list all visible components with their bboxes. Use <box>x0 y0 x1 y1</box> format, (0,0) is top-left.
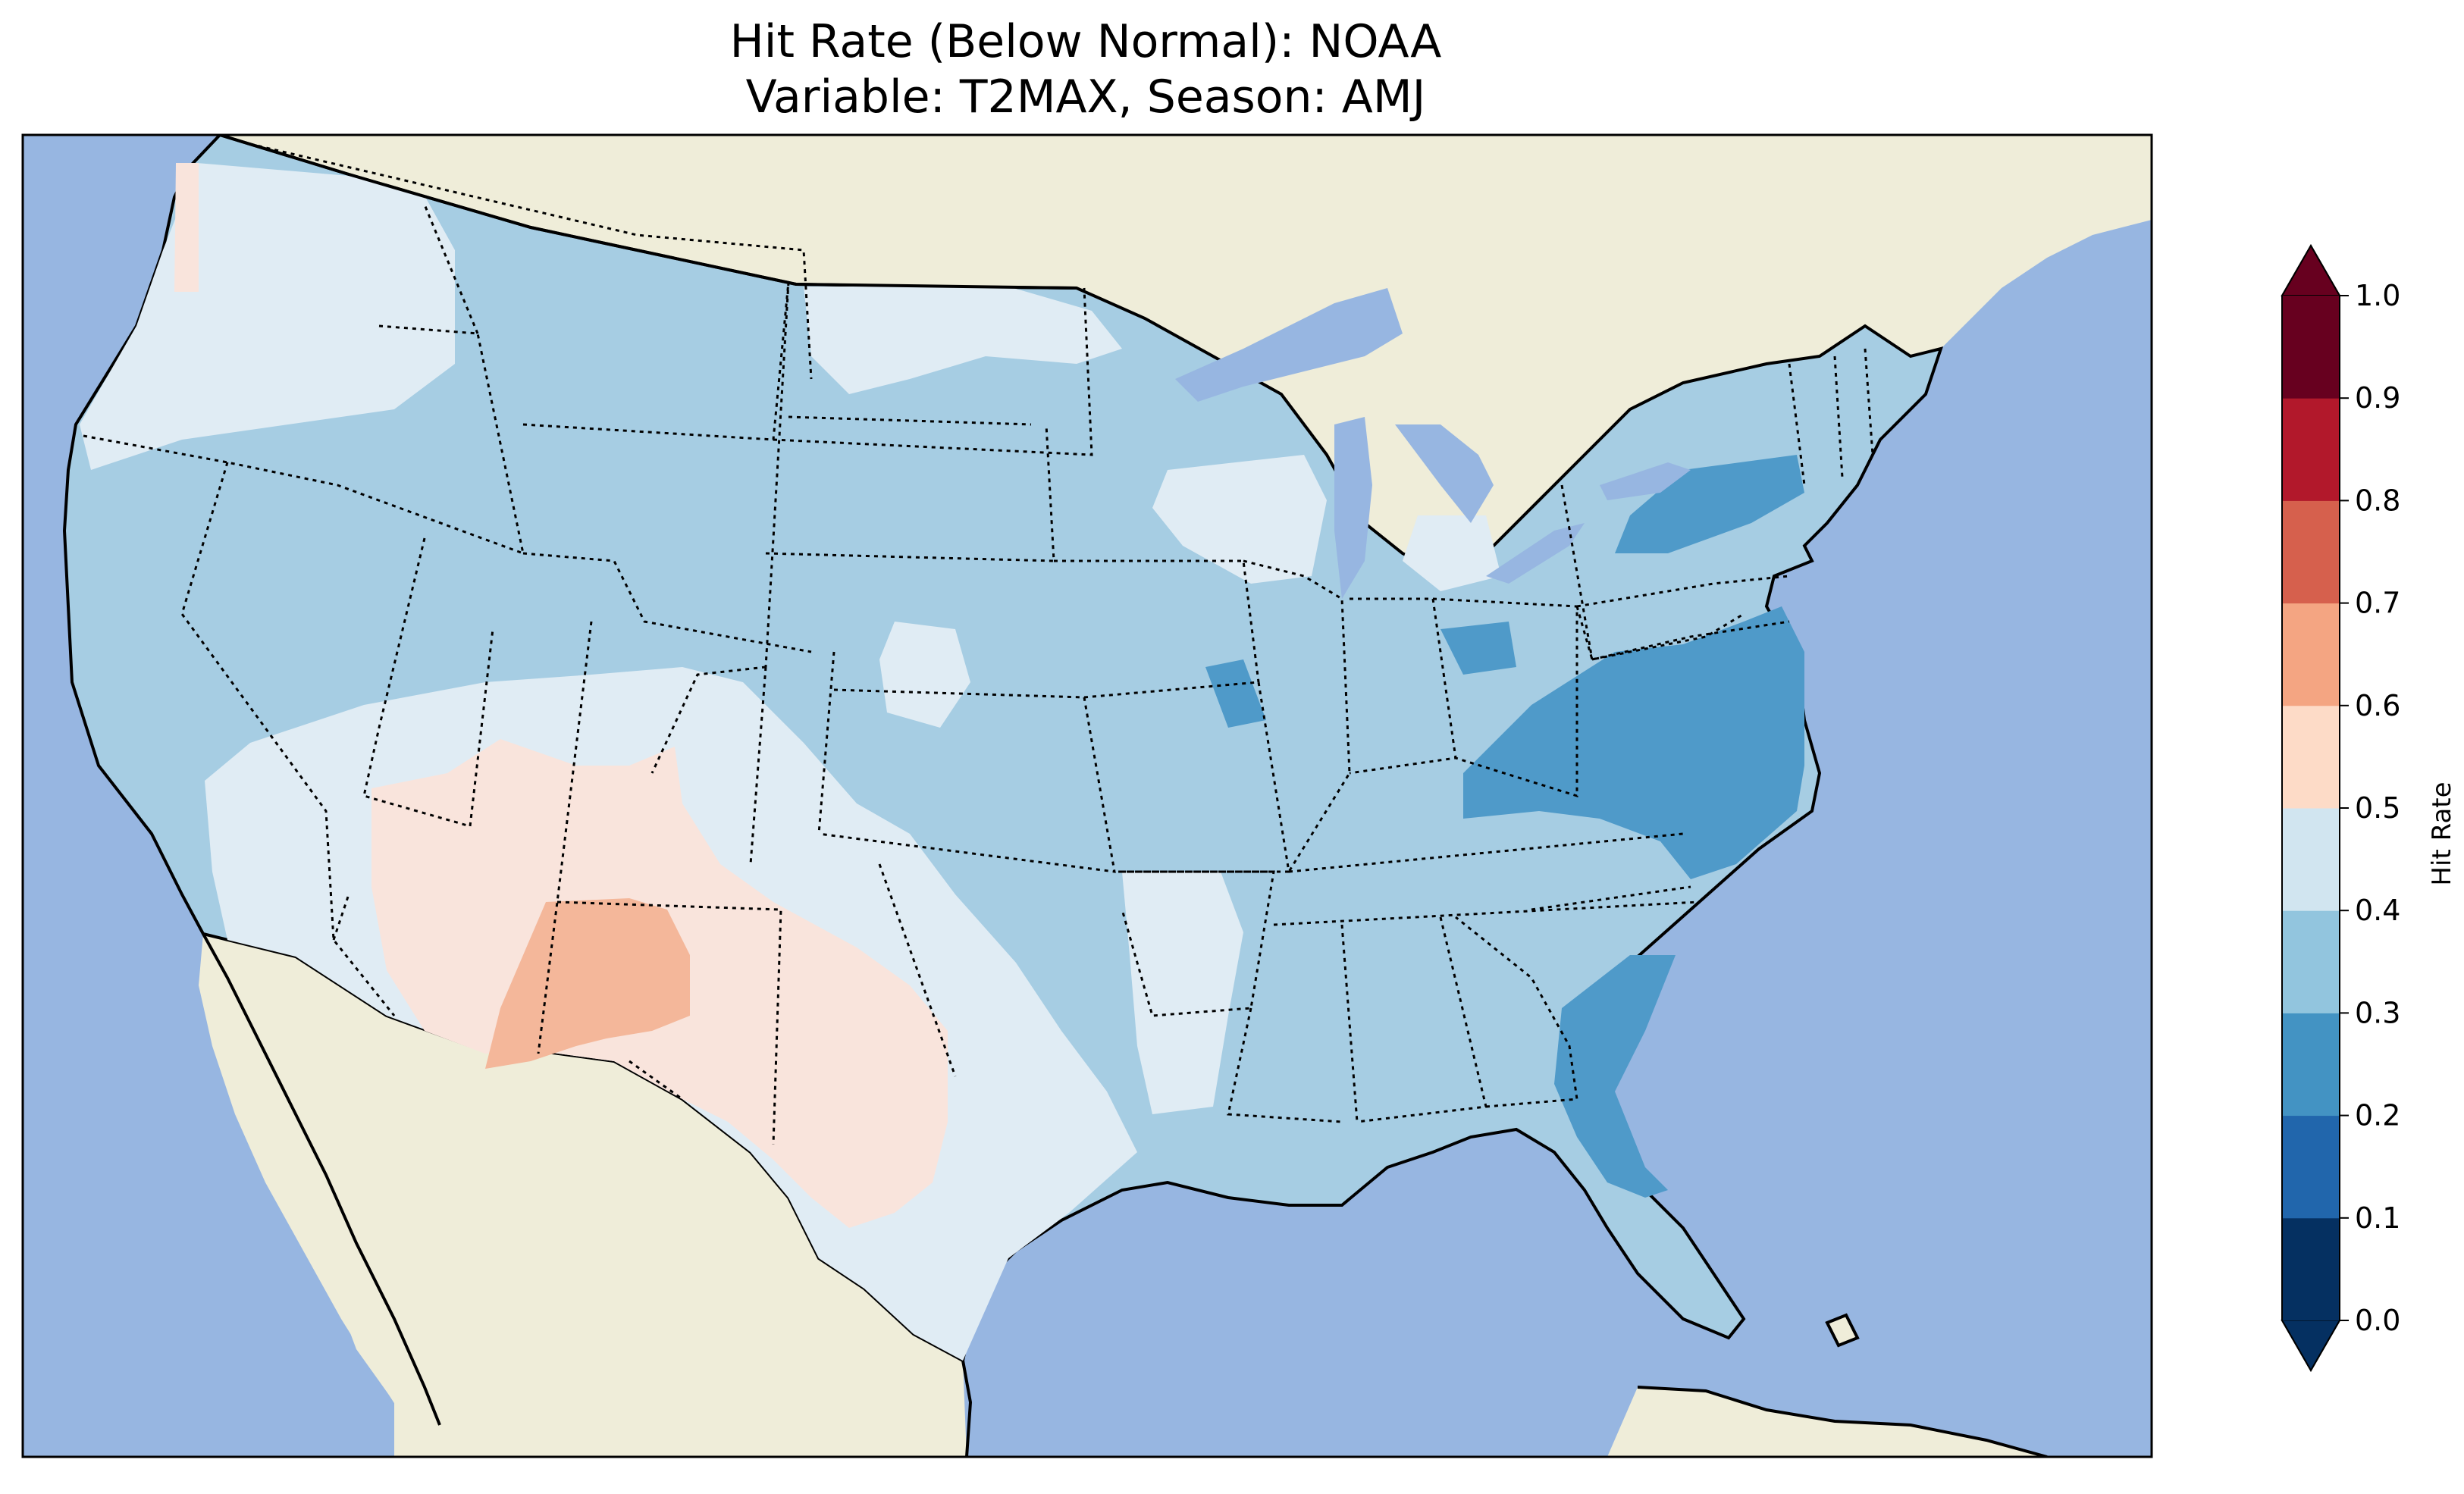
colorbar-segment <box>2282 500 2340 604</box>
colorbar-tick-label: 0.5 <box>2355 791 2400 825</box>
lake-erie <box>1486 523 1585 584</box>
canada-land <box>220 135 2152 576</box>
colorbar-tick-label: 1.0 <box>2355 279 2400 312</box>
colorbar-tick-label: 0.1 <box>2355 1201 2400 1235</box>
colorbar-tick-label: 0.6 <box>2355 689 2400 722</box>
class-0.2-0.3-ohio <box>1440 622 1516 675</box>
colorbar-tick-label: 0.2 <box>2355 1099 2400 1132</box>
class-0.4-0.5-wisconsin <box>1152 455 1327 584</box>
lake-huron <box>1395 424 1494 523</box>
class-0.4-0.5-north-plains <box>804 287 1122 394</box>
great-lakes <box>1175 288 1691 599</box>
class-0.5-0.6-washington <box>174 163 199 292</box>
lake-michigan <box>1334 417 1372 599</box>
colorbar-tick-label: 0.3 <box>2355 996 2400 1029</box>
colorbar-segment <box>2282 808 2340 911</box>
class-0.2-0.3-mid-atlantic <box>1463 606 1804 879</box>
class-0.2-0.3-missouri <box>1205 659 1266 728</box>
class-0.2-0.3-pennsylvania <box>1615 455 1804 553</box>
class-0.4-0.5-arkansas <box>1122 872 1243 1114</box>
colorbar-tick-label: 0.9 <box>2355 381 2400 415</box>
colorbar-segment <box>2282 910 2340 1013</box>
class-0.2-0.3-southeast <box>1554 955 1676 1198</box>
cuba-land <box>1607 1387 2047 1457</box>
colorbar-tick-label: 0.0 <box>2355 1304 2400 1337</box>
colorbar-segment <box>2282 1013 2340 1117</box>
coastlines <box>202 135 2048 1457</box>
canada-border <box>249 143 813 380</box>
lake-ontario <box>1600 462 1691 500</box>
colorbar-label: Hit Rate <box>2427 781 2457 885</box>
map-frame <box>21 133 2153 1458</box>
class-0.4-0.5-nebraska <box>879 622 970 728</box>
colorbar-segment <box>2282 1217 2340 1321</box>
map-panel <box>23 135 2152 1457</box>
colorbar-segment <box>2282 1115 2340 1219</box>
colorbar-extend-over <box>2281 243 2341 296</box>
colorbar-segment <box>2282 603 2340 706</box>
colorbar-tick-label: 0.4 <box>2355 894 2400 927</box>
state-borders <box>83 204 1874 1145</box>
hit-rate-field <box>80 163 1804 1361</box>
title-line-2: Variable: T2MAX, Season: AMJ <box>746 70 1426 124</box>
title-line-1: Hit Rate (Below Normal): NOAA <box>730 15 1442 68</box>
class-0.4-0.5-northwest <box>80 163 455 470</box>
colorbar: 0.0 0.1 0.2 0.3 0.4 0.5 0.6 0.7 0.8 0.9 1.0 <box>2281 243 2400 1373</box>
colorbar-segment <box>2282 296 2340 399</box>
lake-superior <box>1175 288 1403 402</box>
colorbar-segment <box>2282 705 2340 809</box>
colorbar-segment <box>2282 398 2340 501</box>
colorbar-extend-under <box>2281 1320 2341 1373</box>
colorbar-tick-label: 0.8 <box>2355 484 2400 517</box>
class-0.4-0.5-michigan <box>1403 515 1501 591</box>
baja-peninsula <box>199 934 440 1433</box>
colorbar-tick-label: 0.7 <box>2355 587 2400 620</box>
class-0.6-0.7-arizona-newmexico <box>485 898 690 1069</box>
